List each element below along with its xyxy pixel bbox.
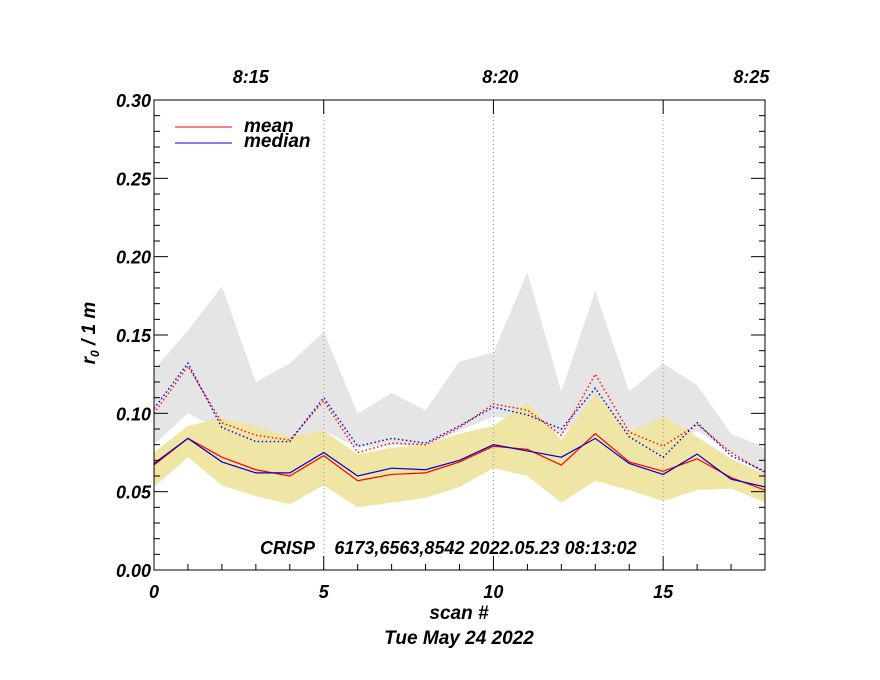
band-0 (154, 272, 765, 475)
y-tick-label-5: 0.25 (116, 169, 152, 189)
series-layer (153, 361, 766, 491)
y-tick-label-3: 0.15 (116, 326, 152, 346)
ticks-layer: 0 5 10 15 8:15 8:20 8:25 0.00 0.05 0.10 0.15 0.20 0.… (116, 67, 770, 602)
top-tick-label-2: 8:25 (733, 67, 770, 87)
x-tick-label-2: 10 (483, 582, 503, 602)
bands-layer (154, 272, 765, 508)
date-footer: Tue May 24 2022 (384, 628, 534, 649)
axes-frame (153, 99, 766, 571)
y-tick-label-2: 0.10 (116, 404, 151, 424)
plot-frame (153, 99, 766, 571)
band-1 (154, 392, 765, 508)
legend-label-mean: mean (244, 116, 294, 137)
x-tick-label-3: 15 (653, 582, 674, 602)
y-axis-title: r0 / 1 m (79, 302, 102, 365)
legend-label-median: median (244, 131, 311, 152)
y-tick-label-0: 0.00 (116, 561, 151, 581)
x-axis-title: scan # (429, 603, 489, 624)
top-tick-label-1: 8:20 (482, 67, 518, 87)
series-line-mean (153, 432, 766, 491)
top-tick-label-0: 8:15 (233, 67, 270, 87)
series-line-dotted-3 (153, 361, 766, 472)
y-tick-label-6: 0.30 (116, 91, 151, 111)
x-tick-label-1: 5 (319, 582, 330, 602)
x-tick-label-0: 0 (149, 582, 159, 602)
y-tick-label-4: 0.20 (116, 248, 151, 268)
legend: mean median (175, 116, 311, 152)
instrument-annotation: CRISP 6173,6563,8542 2022.05.23 08:13:02 (260, 538, 637, 558)
series-line-median (153, 437, 766, 488)
y-tick-label-1: 0.05 (116, 483, 152, 503)
